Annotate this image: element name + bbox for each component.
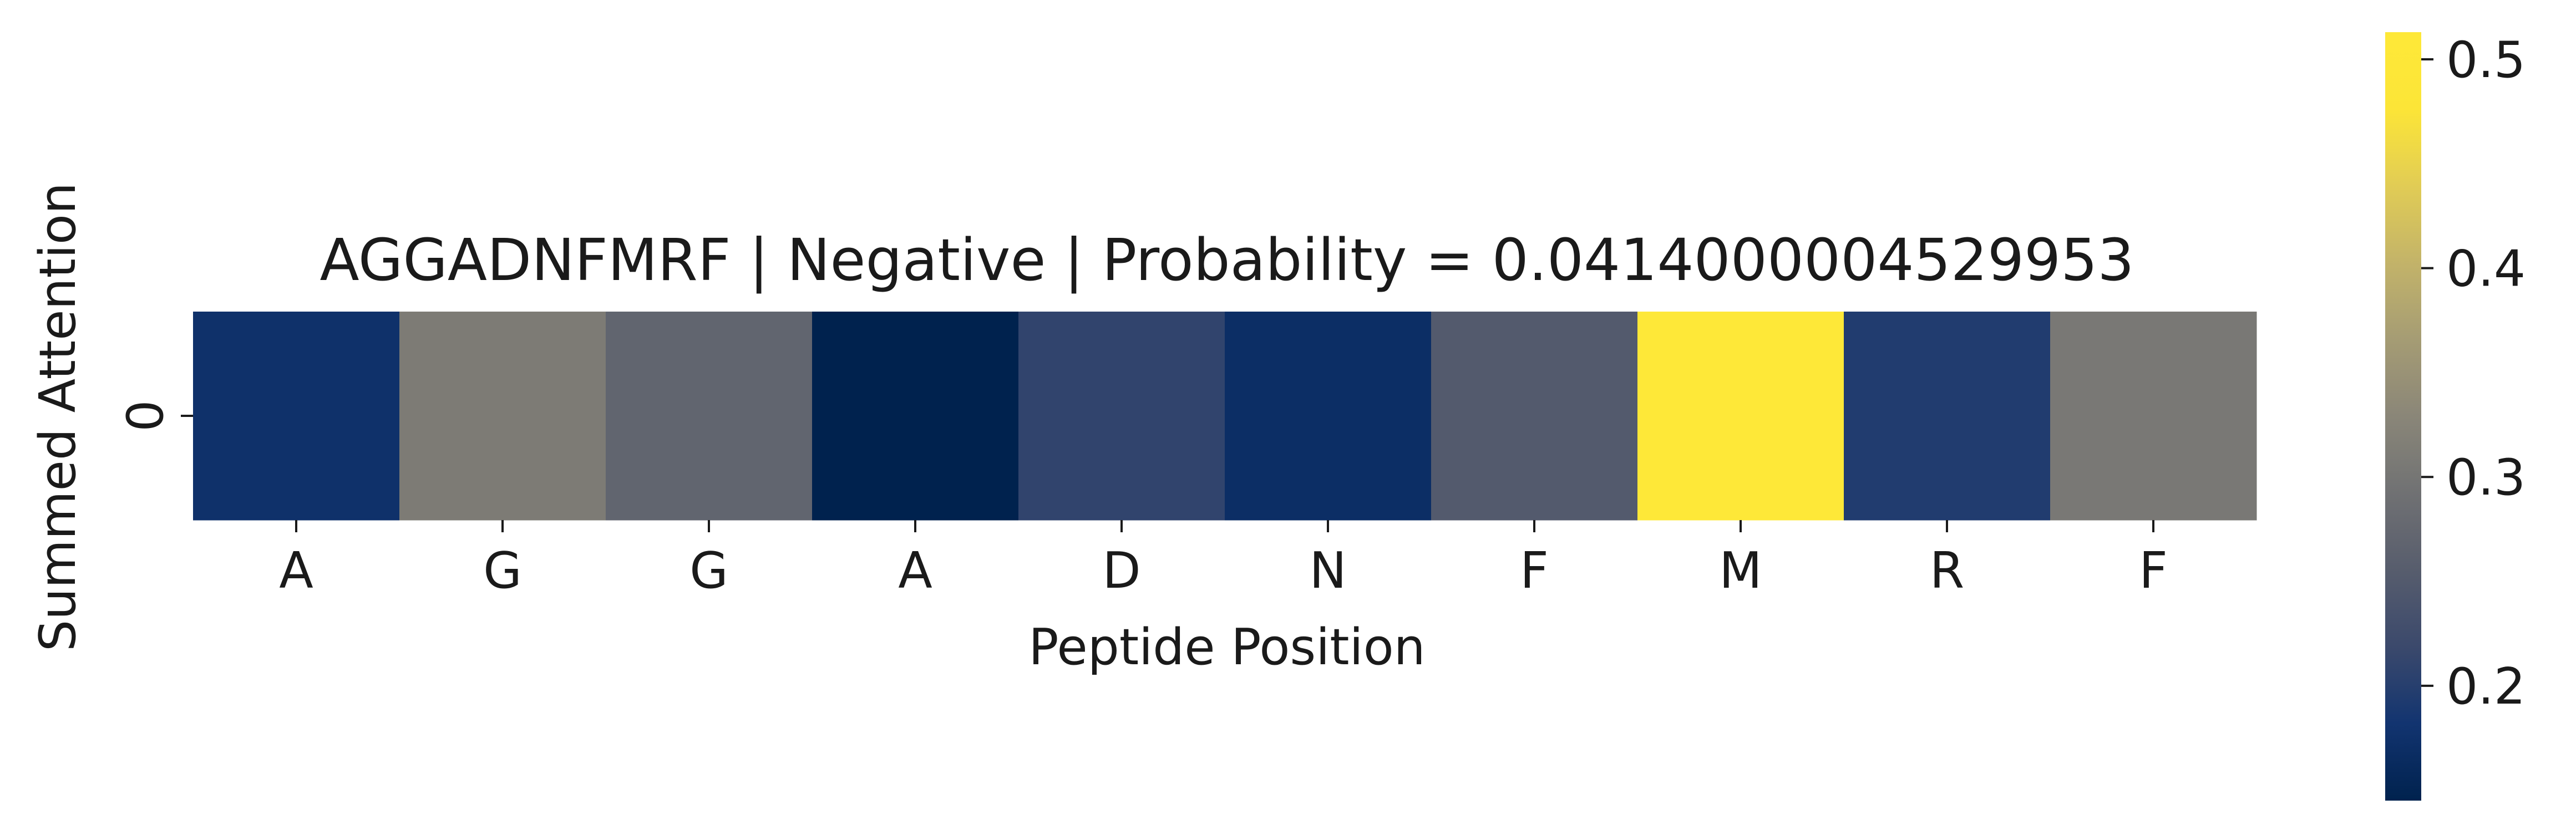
x-tick-label: G	[689, 542, 728, 600]
heatmap-cell	[2050, 312, 2257, 521]
heatmap-cells	[193, 312, 2257, 521]
heatmap-cell	[1844, 312, 2051, 521]
heatmap-cell	[193, 312, 400, 521]
x-tick-label: M	[1719, 542, 1762, 600]
heatmap-cell	[1431, 312, 1638, 521]
colorbar-tick-label: 0.5	[2446, 31, 2526, 89]
heatmap-cell	[606, 312, 813, 521]
colorbar: 0.2 0.3 0.4 0.5	[2385, 31, 2526, 801]
y-tick-label: 0	[116, 400, 175, 431]
x-tick-label: F	[1520, 542, 1549, 600]
y-axis-label: Summed Attention	[29, 182, 87, 651]
heatmap-cell	[1637, 312, 1844, 521]
heatmap-cell	[399, 312, 606, 521]
x-axis-label: Peptide Position	[1028, 618, 1425, 676]
x-tick-label: R	[1930, 542, 1965, 600]
chart-title: AGGADNFMRF | Negative | Probability = 0.…	[320, 226, 2134, 294]
x-tick-label: F	[2139, 542, 2168, 600]
x-tick-label: N	[1309, 542, 1346, 600]
x-tick-label: A	[279, 542, 313, 600]
colorbar-gradient	[2385, 32, 2421, 801]
heatmap-cell	[1225, 312, 1432, 521]
colorbar-tick-label: 0.4	[2446, 240, 2526, 298]
x-tick-label: A	[898, 542, 932, 600]
colorbar-tick-label: 0.3	[2446, 449, 2526, 507]
x-tick-label: D	[1102, 542, 1140, 600]
heatmap-cell	[1018, 312, 1225, 521]
y-axis-ticks: 0	[116, 400, 193, 432]
colorbar-tick-label: 0.2	[2446, 658, 2526, 716]
heatmap-cell	[812, 312, 1019, 521]
x-tick-label: G	[483, 542, 522, 600]
